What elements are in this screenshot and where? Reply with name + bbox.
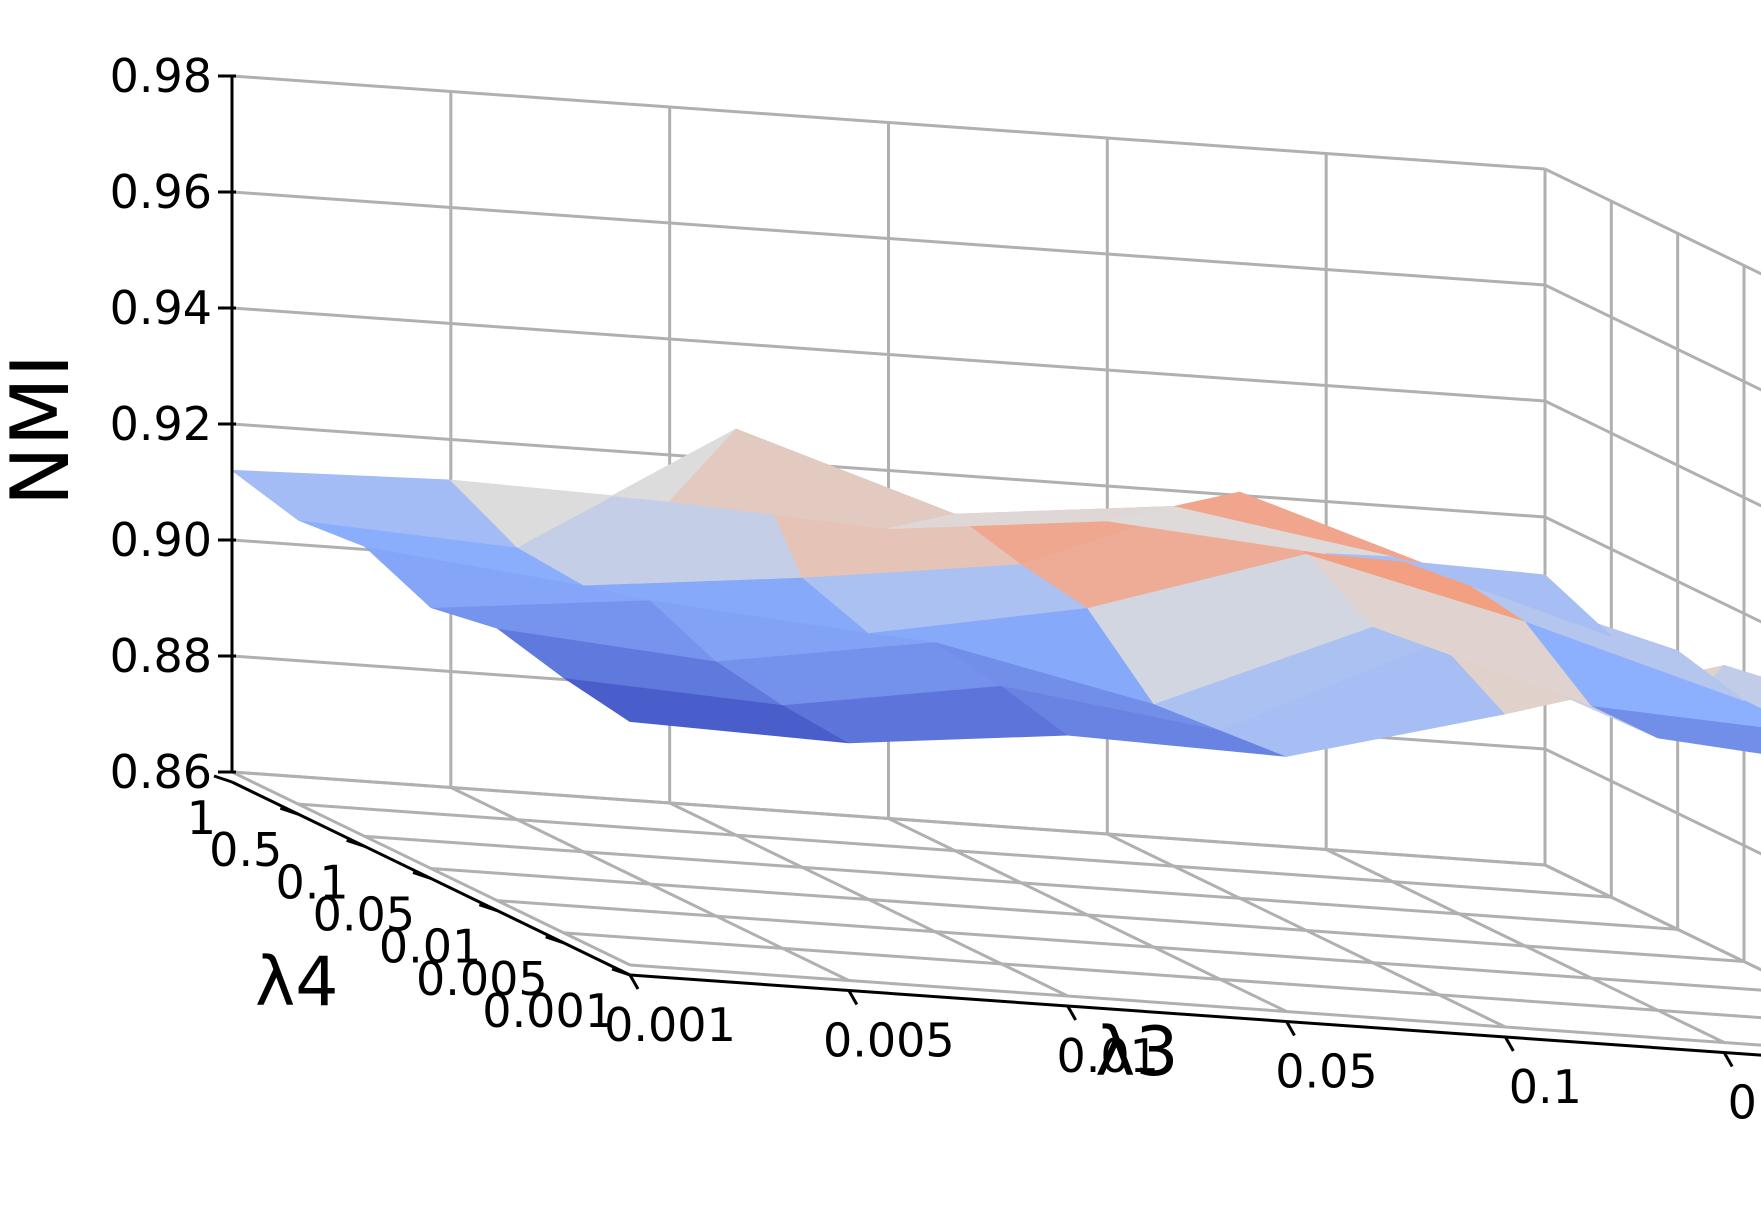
x-axis-line — [629, 973, 1761, 1057]
x-tick-label: 0.05 — [1275, 1045, 1377, 1099]
y-tick-mark-5 — [279, 806, 299, 816]
floor-grid-y-5 — [563, 931, 1761, 1020]
x-tick-mark-4 — [1504, 1036, 1515, 1052]
floor-grid-y-4 — [497, 899, 1761, 992]
z-tick-label: 0.98 — [110, 49, 212, 103]
y-tick-label: 1 — [187, 791, 216, 845]
z-axis-title: NMI — [0, 354, 87, 506]
y-tick-mark-3 — [412, 871, 432, 880]
y-tick-label: 0.005 — [416, 952, 548, 1006]
y-tick-mark-4 — [346, 838, 366, 848]
y-tick-label: 0.001 — [482, 984, 614, 1038]
z-tick-label: 0.88 — [110, 629, 212, 683]
right-wall-h-5 — [1544, 283, 1761, 392]
y-tick-label: 0.5 — [209, 823, 282, 877]
y-axis-title: λ4 — [255, 943, 339, 1022]
x-tick-mark-2 — [1066, 1005, 1077, 1021]
axes-layer — [213, 74, 1761, 1068]
y-tick-mark-6 — [213, 774, 233, 784]
right-wall-h-4 — [1544, 399, 1761, 508]
x-tick-label: 0.01 — [1056, 1029, 1158, 1083]
x-tick-label: 0.1 — [1509, 1060, 1582, 1114]
z-tick-label: 0.86 — [110, 745, 212, 799]
z-tick-label: 0.90 — [110, 513, 212, 567]
labels-layer: 0.860.880.900.920.940.960.980.0010.0050.… — [110, 49, 1761, 1130]
x-tick-mark-0 — [628, 974, 640, 990]
surface-layer — [231, 428, 1761, 757]
floor-grid-y-1 — [298, 802, 1612, 899]
z-tick-label: 0.96 — [110, 165, 212, 219]
z-tick-label: 0.92 — [110, 397, 212, 451]
x-tick-label: 0.001 — [604, 998, 736, 1052]
x-tick-mark-5 — [1722, 1051, 1734, 1068]
floor-grid-y-6 — [629, 963, 1761, 1047]
right-wall-h-1 — [1544, 747, 1761, 856]
z-tick-label: 0.94 — [110, 281, 212, 335]
x-tick-label: 0.5 — [1728, 1076, 1761, 1130]
surface-face-5-1 — [1591, 705, 1761, 754]
y-tick-mark-0 — [611, 967, 631, 977]
y-tick-label: 0.01 — [379, 920, 481, 974]
x-tick-mark-3 — [1285, 1020, 1296, 1037]
x-tick-mark-1 — [847, 989, 859, 1006]
y-tick-mark-1 — [545, 935, 565, 945]
y-tick-mark-2 — [478, 903, 498, 913]
floor-grid-y-3 — [430, 867, 1745, 963]
y-tick-label: 0.1 — [276, 855, 349, 909]
y-tick-label: 0.05 — [313, 888, 415, 942]
floor-grid-y-2 — [364, 834, 1678, 931]
x-tick-label: 0.005 — [823, 1014, 955, 1068]
x-axis-title: λ3 — [1095, 1013, 1179, 1092]
right-wall-h-6 — [1544, 167, 1761, 276]
surface-face-5-5 — [1325, 553, 1612, 637]
